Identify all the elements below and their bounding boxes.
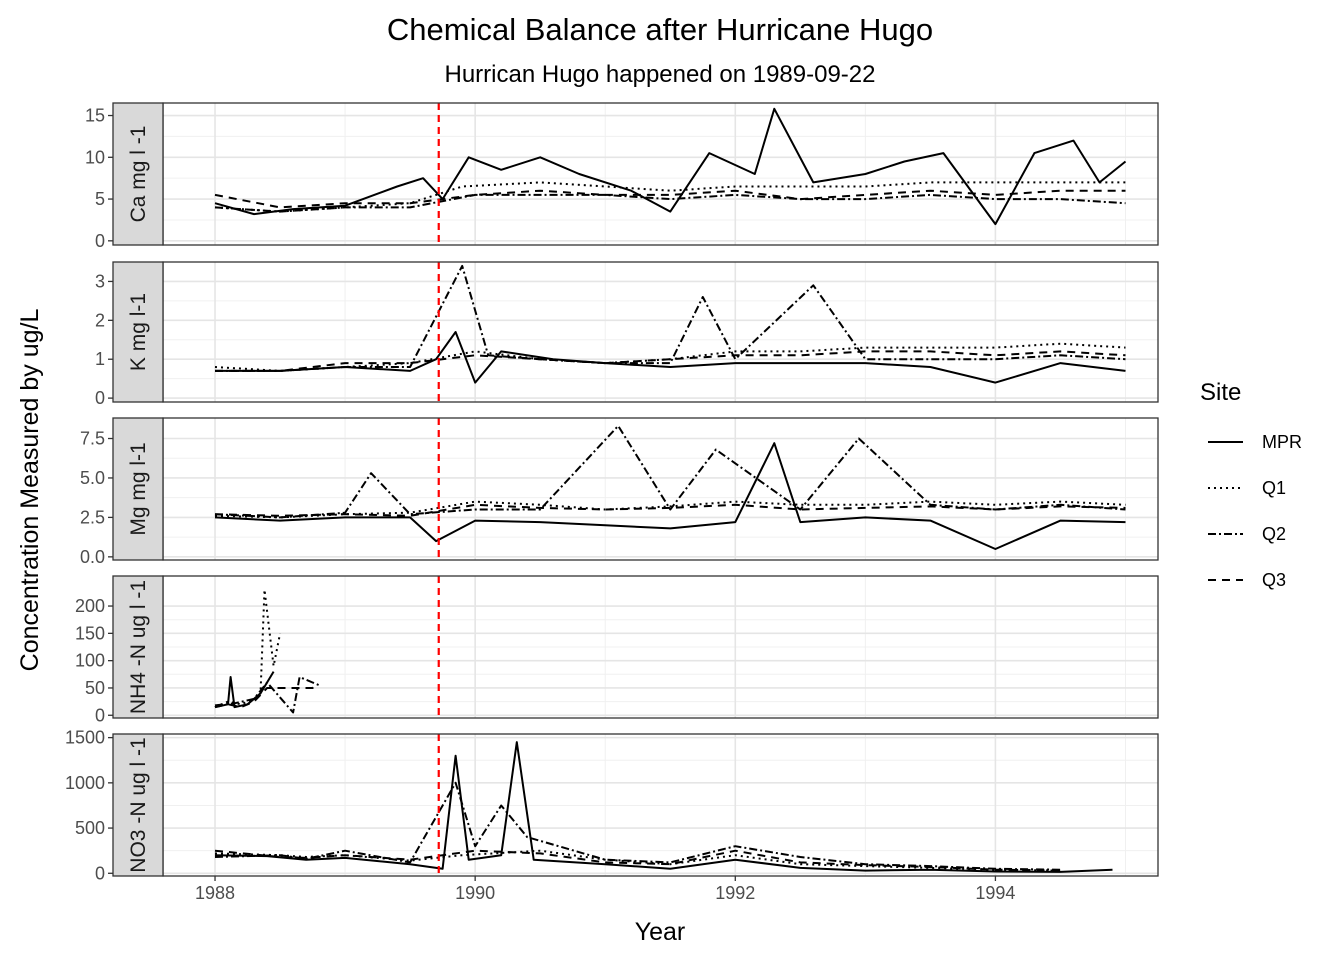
facet-panel: NO3 -N ug l -1 0 500 1000 1500 — [65, 728, 1159, 883]
panel-background — [163, 262, 1158, 402]
y-tick-label: 2 — [95, 310, 105, 330]
facet-panel: NH4 -N ug l -1 0 50 100 150 200 — [75, 575, 1159, 725]
chart-title: Chemical Balance after Hurricane Hugo — [387, 12, 933, 47]
series-line-mpr — [214, 741, 1113, 873]
legend-title: Site — [1200, 379, 1241, 406]
y-tick-label: 0 — [95, 705, 105, 725]
x-tick-label: 1992 — [715, 883, 755, 903]
y-tick-label: 0 — [95, 231, 105, 251]
series-line-q1 — [214, 500, 1126, 519]
y-tick-label: 1 — [95, 349, 105, 369]
y-tick-label: 0.0 — [80, 547, 105, 567]
facet-strip — [112, 417, 164, 561]
series-line-q2 — [214, 676, 320, 714]
y-tick-label: 5 — [95, 189, 105, 209]
series-line-q1 — [214, 849, 1061, 872]
facet-strip — [112, 261, 164, 403]
y-tick-label: 0 — [95, 863, 105, 883]
y-tick-label: 150 — [75, 623, 105, 643]
y-tick-label: 3 — [95, 271, 105, 291]
facet-strip-label: Mg mg l-1 — [127, 442, 150, 535]
x-axis: 1988 1990 1992 1994 — [195, 876, 1015, 903]
legend-label-q2: Q2 — [1262, 524, 1286, 544]
series-line-q1 — [214, 181, 1126, 213]
legend-label-mpr: MPR — [1262, 432, 1302, 452]
facet-strip — [112, 102, 164, 246]
facet-strip-label: NO3 -N ug l -1 — [127, 737, 150, 872]
facet-strip — [112, 733, 164, 877]
y-tick-label: 1000 — [65, 773, 105, 793]
y-tick-label: 500 — [75, 818, 105, 838]
facet-strip-label: K mg l-1 — [127, 293, 150, 371]
series-line-q2 — [215, 264, 1126, 372]
legend-label-q3: Q3 — [1262, 570, 1286, 590]
series-line-mpr — [214, 442, 1126, 550]
series-line-q2 — [214, 781, 1061, 871]
series-line-q3 — [214, 681, 318, 709]
series-line-q1 — [214, 342, 1126, 372]
facet-panel: Ca mg l -1 0 5 10 15 — [85, 102, 1159, 251]
y-tick-label: 10 — [85, 147, 105, 167]
x-axis-title: Year — [635, 918, 686, 946]
facet-strip-label: NH4 -N ug l -1 — [127, 580, 150, 714]
y-tick-label: 2.5 — [80, 507, 105, 527]
y-tick-label: 5.0 — [80, 468, 105, 488]
series-group — [214, 107, 1127, 226]
y-tick-label: 15 — [85, 106, 105, 126]
x-tick-label: 1990 — [455, 883, 495, 903]
series-line-mpr — [214, 107, 1127, 226]
series-line-q3 — [214, 503, 1126, 517]
series-line-q3 — [214, 849, 1061, 872]
facet-strip — [112, 575, 164, 719]
y-tick-label: 200 — [75, 596, 105, 616]
panel-background — [163, 418, 1158, 560]
y-tick-label: 7.5 — [80, 429, 105, 449]
legend-label-q1: Q1 — [1262, 478, 1286, 498]
series-line-q1 — [214, 588, 282, 709]
series-group — [214, 264, 1126, 384]
facet-panel: Mg mg l-1 0.0 2.5 5.0 7.5 — [80, 417, 1159, 567]
facet-panel: K mg l-1 0 1 2 3 — [95, 261, 1159, 408]
facet-strip-label: Ca mg l -1 — [127, 126, 150, 223]
y-tick-label: 50 — [85, 678, 105, 698]
y-tick-label: 0 — [95, 388, 105, 408]
y-tick-label: 1500 — [65, 728, 105, 748]
series-group — [214, 424, 1126, 550]
series-line-q3 — [215, 350, 1126, 372]
x-tick-label: 1988 — [195, 883, 235, 903]
series-line-q3 — [214, 189, 1126, 209]
x-tick-label: 1994 — [975, 883, 1015, 903]
facet-panels: Ca mg l -1 0 5 10 15 K mg l-1 0 1 2 3 Mg mg l-1 0.0… — [65, 102, 1159, 883]
chart-subtitle: Hurrican Hugo happened on 1989-09-22 — [445, 61, 876, 88]
series-group — [214, 588, 320, 714]
series-group — [214, 741, 1113, 873]
y-axis-title: Concentration Measured by ug/L — [16, 309, 44, 672]
legend: Site MPR Q1 Q2 Q3 — [1200, 379, 1302, 590]
panel-background — [163, 103, 1158, 245]
y-tick-label: 100 — [75, 651, 105, 671]
